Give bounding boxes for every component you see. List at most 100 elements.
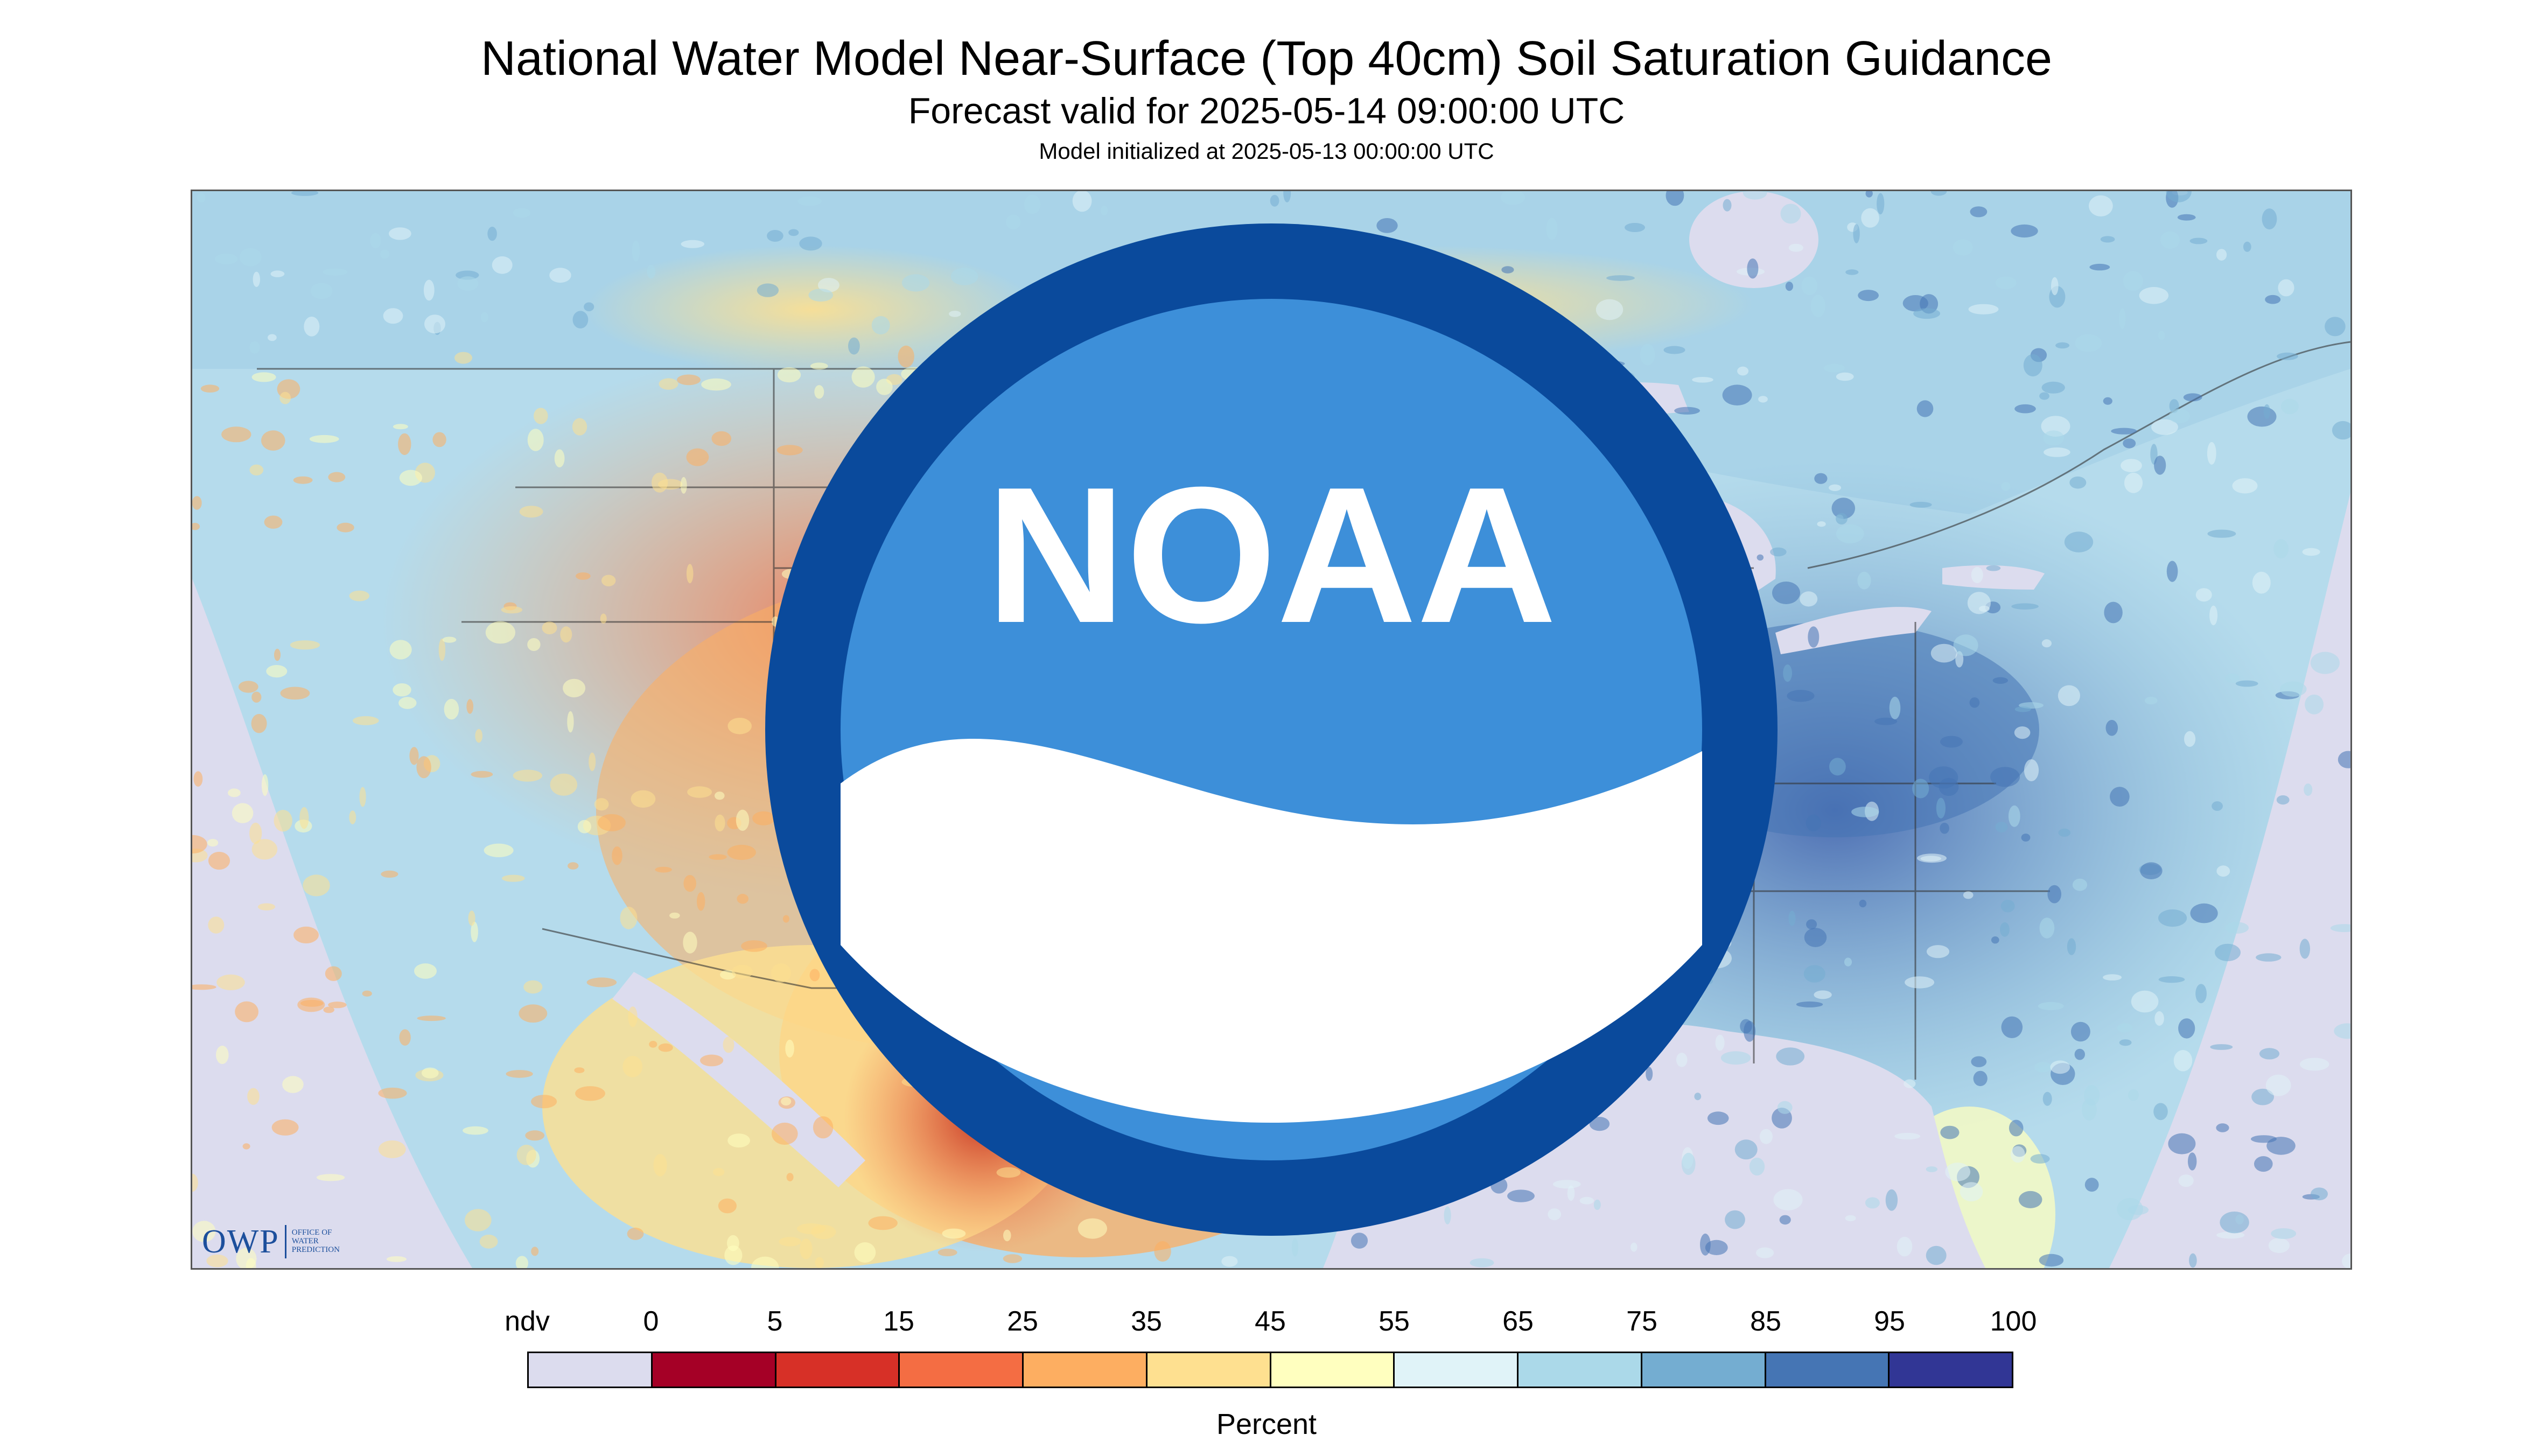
forecast-valid-time: Forecast valid for 2025-05-14 09:00:00 U… (908, 90, 1625, 131)
texture-speck (1646, 1067, 1653, 1081)
texture-speck (519, 506, 543, 518)
texture-speck (2334, 1023, 2350, 1039)
texture-speck (799, 236, 822, 251)
texture-speck (567, 711, 574, 733)
texture-speck (2124, 472, 2143, 493)
texture-speck (2325, 317, 2346, 337)
texture-speck (2183, 393, 2202, 402)
texture-speck (1939, 778, 1959, 796)
lake-ontario (1942, 565, 2045, 590)
texture-speck (523, 980, 543, 994)
colorbar-tick-label: 65 (1502, 1306, 1534, 1337)
texture-speck (2110, 787, 2130, 807)
colorbar-swatch-1 (652, 1353, 776, 1387)
texture-speck (723, 1037, 734, 1053)
texture-speck (815, 1257, 824, 1268)
texture-speck (724, 1245, 743, 1265)
texture-speck (767, 230, 783, 242)
texture-speck (1593, 1199, 1601, 1210)
texture-speck (542, 621, 557, 634)
texture-speck (1734, 1139, 1758, 1160)
texture-speck (1625, 223, 1645, 232)
texture-speck (2278, 279, 2294, 297)
texture-speck (568, 862, 579, 870)
texture-speck (1376, 218, 1398, 233)
texture-speck (1889, 696, 1901, 719)
texture-speck (1865, 1197, 1880, 1209)
texture-speck (575, 1086, 605, 1101)
texture-speck (1756, 1247, 1774, 1258)
colorbar-tick-label: 25 (1007, 1306, 1038, 1337)
texture-speck (2342, 1254, 2350, 1268)
texture-speck (2277, 352, 2298, 360)
texture-speck (399, 1029, 411, 1046)
texture-speck (1926, 1166, 1937, 1172)
texture-speck (788, 229, 799, 236)
texture-speck (1803, 965, 1825, 983)
texture-speck (378, 1087, 407, 1099)
texture-speck (393, 424, 408, 430)
texture-speck (1725, 1210, 1745, 1229)
texture-speck (1920, 856, 1942, 862)
colorbar-swatch-11 (1890, 1353, 2012, 1387)
texture-speck (282, 1076, 304, 1093)
texture-speck (2024, 759, 2039, 781)
texture-speck (727, 844, 756, 860)
texture-speck (1968, 304, 1999, 314)
texture-speck (2225, 673, 2240, 683)
texture-speck (2299, 939, 2310, 959)
texture-speck (1567, 1185, 1575, 1201)
texture-speck (235, 1001, 258, 1023)
texture-speck (2189, 1253, 2197, 1268)
texture-speck (659, 378, 678, 390)
texture-speck (2207, 442, 2216, 465)
texture-speck (2216, 249, 2227, 261)
colorbar-tick-label: ndv (505, 1306, 550, 1337)
texture-speck (2089, 195, 2113, 216)
texture-speck (2262, 208, 2277, 230)
texture-speck (271, 1119, 299, 1136)
texture-speck (2304, 783, 2313, 796)
texture-speck (554, 449, 565, 467)
texture-speck (1970, 206, 1988, 218)
texture-speck (751, 1256, 779, 1268)
texture-speck (293, 476, 313, 484)
texture-speck (1788, 243, 1803, 252)
texture-speck (779, 1237, 801, 1247)
texture-speck (2084, 1178, 2099, 1192)
texture-speck (2058, 685, 2080, 706)
texture-speck (2184, 731, 2196, 747)
texture-speck (854, 1242, 876, 1263)
texture-speck (2265, 295, 2281, 304)
texture-speck (1831, 498, 1856, 519)
texture-speck (1953, 239, 1973, 256)
texture-speck (1945, 1163, 1970, 1181)
texture-speck (2151, 419, 2178, 435)
texture-speck (2215, 943, 2241, 962)
texture-speck (2305, 694, 2324, 715)
texture-speck (487, 227, 497, 241)
texture-speck (513, 208, 531, 218)
texture-speck (2139, 287, 2169, 304)
texture-speck (359, 787, 366, 807)
chart-title: National Water Model Near-Surface (Top 4… (480, 32, 2052, 86)
texture-speck (1631, 1242, 1638, 1252)
texture-speck (414, 963, 437, 979)
texture-speck (1606, 275, 1635, 281)
texture-speck (1589, 1117, 1610, 1131)
colorbar-tick-label: 45 (1255, 1306, 1286, 1337)
texture-speck (2195, 588, 2212, 602)
texture-speck (378, 1140, 406, 1158)
texture-speck (785, 1039, 794, 1058)
texture-speck (681, 240, 705, 248)
texture-speck (1912, 779, 1929, 799)
texture-speck (2041, 639, 2052, 648)
texture-speck (208, 916, 225, 934)
texture-speck (192, 1221, 216, 1242)
texture-speck (1836, 513, 1848, 525)
texture-speck (471, 771, 493, 778)
texture-speck (584, 302, 594, 312)
colorbar-swatch-8 (1519, 1353, 1642, 1387)
texture-speck (737, 894, 748, 904)
texture-speck (2154, 1011, 2164, 1026)
